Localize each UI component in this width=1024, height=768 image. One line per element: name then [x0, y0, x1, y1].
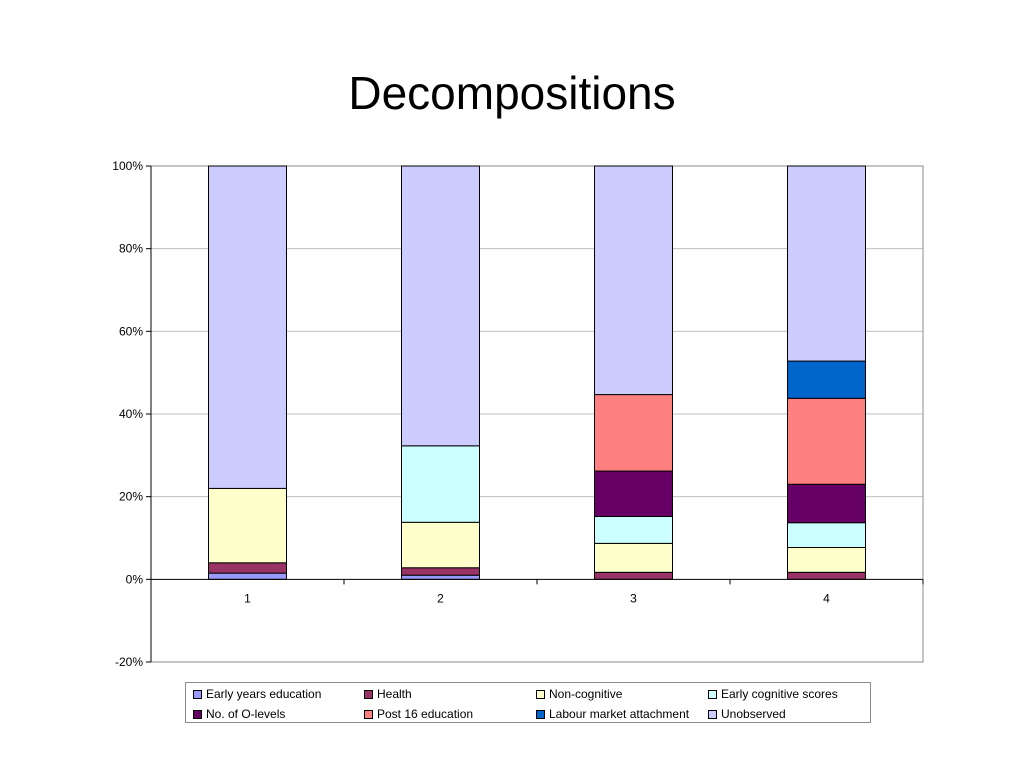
legend-label: Non-cognitive	[549, 687, 623, 701]
bar-segment	[787, 397, 866, 485]
legend-item: Health	[364, 686, 412, 702]
legend-item: Early cognitive scores	[708, 686, 838, 702]
y-tick-label: 100%	[112, 159, 143, 173]
x-tick-label: 3	[630, 591, 637, 605]
y-tick-label: 80%	[119, 242, 143, 256]
y-tick-label: 0%	[126, 572, 144, 586]
legend-label: Labour market attachment	[549, 707, 690, 721]
legend-label: Health	[377, 687, 412, 701]
legend-label: Early years education	[206, 687, 322, 701]
legend-swatch	[364, 689, 373, 699]
legend-item: Non-cognitive	[536, 686, 622, 702]
bar-segment	[594, 516, 673, 544]
y-tick-label: -20%	[115, 655, 143, 669]
legend-item: No. of O-levels	[193, 706, 285, 722]
legend-swatch	[193, 689, 202, 699]
legend-item: Unobserved	[708, 706, 786, 722]
x-tick-label: 2	[437, 591, 444, 605]
y-tick-label: 40%	[119, 407, 143, 421]
legend-item: Labour market attachment	[536, 706, 689, 722]
y-tick-label: 60%	[119, 324, 143, 338]
bar-segment	[594, 394, 673, 472]
bar-segment	[594, 165, 673, 396]
legend-item: Early years education	[193, 686, 321, 702]
legend-swatch	[708, 709, 717, 719]
bar-segment	[787, 360, 866, 399]
legend-item: Post 16 education	[364, 706, 473, 722]
x-tick-labels: 1 2 3 4	[244, 591, 830, 605]
bar-segment	[401, 567, 480, 576]
bar-segment	[787, 522, 866, 549]
legend-label: Post 16 education	[377, 707, 474, 721]
bar-segment	[787, 483, 866, 524]
bar-segment	[594, 470, 673, 518]
axes	[146, 165, 924, 663]
bar-segment	[401, 445, 480, 523]
bar-segment	[208, 165, 287, 489]
legend-swatch	[708, 689, 717, 699]
legend-label: Early cognitive scores	[721, 687, 838, 701]
legend-swatch	[193, 709, 202, 719]
bar-segment	[401, 574, 480, 580]
legend-swatch	[364, 709, 373, 719]
slide-title: Decompositions	[348, 67, 676, 119]
bar-segment	[208, 572, 287, 580]
bar-segment	[208, 562, 287, 574]
y-tick-label: 20%	[119, 490, 143, 504]
bar-segment	[787, 547, 866, 573]
legend: Early years education Health Non-cognitive…	[185, 682, 871, 723]
legend-label: No. of O-levels	[206, 707, 286, 721]
x-tick-label: 4	[823, 591, 830, 605]
bar-segment	[594, 571, 673, 580]
x-tick-label: 1	[244, 591, 251, 605]
bar-segment	[401, 521, 480, 569]
y-tick-labels: -20% 0% 20% 40% 60% 80% 100%	[112, 159, 143, 669]
legend-label: Unobserved	[721, 707, 786, 721]
bar-segment	[787, 165, 866, 362]
bar-segment	[208, 487, 287, 564]
bars	[208, 165, 866, 580]
legend-swatch	[536, 689, 545, 699]
bar-segment	[401, 165, 480, 447]
legend-swatch	[536, 709, 545, 719]
bar-segment	[787, 571, 866, 580]
bar-segment	[594, 542, 673, 573]
